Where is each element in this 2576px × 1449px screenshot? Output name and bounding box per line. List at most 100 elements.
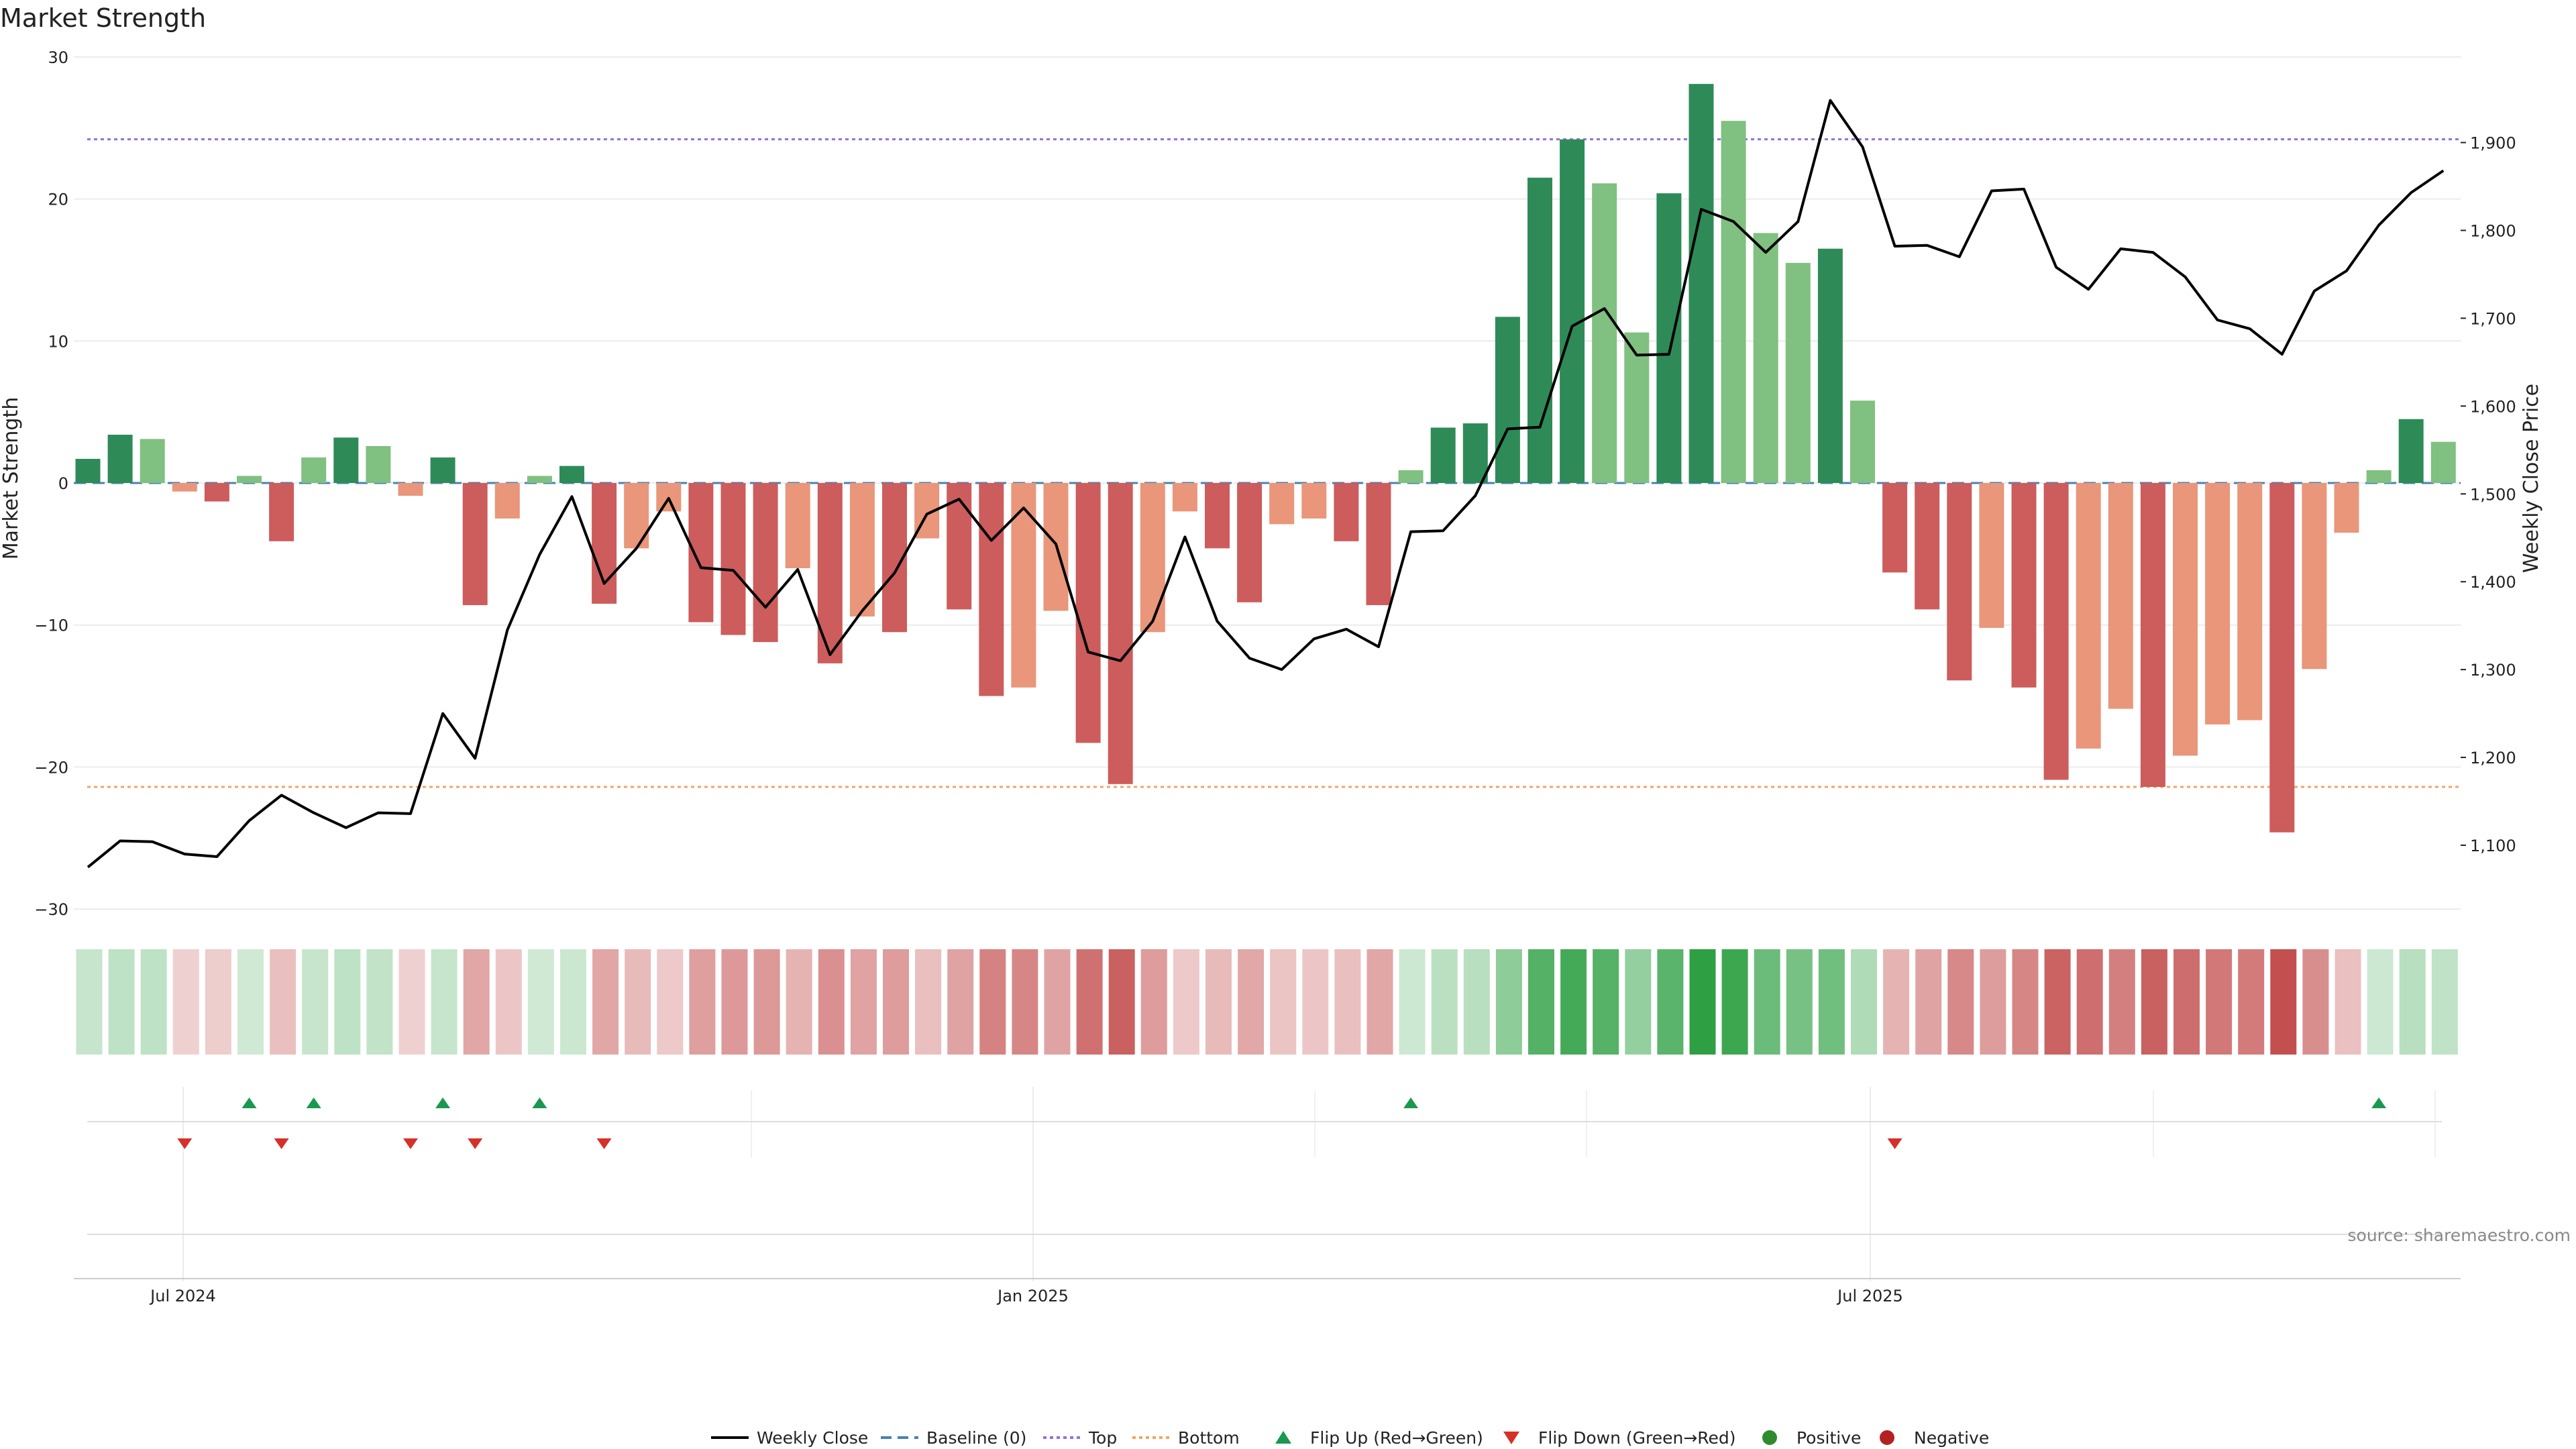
strength-bar: [979, 483, 1004, 696]
strength-bar: [1785, 262, 1811, 483]
strength-bar: [2398, 419, 2424, 483]
strip-cell: [657, 949, 684, 1055]
strength-bar: [2076, 483, 2101, 749]
strip-cell: [625, 949, 651, 1055]
strength-bar: [2366, 470, 2392, 483]
strip-cell: [1044, 949, 1071, 1055]
strength-bar: [1753, 233, 1778, 483]
strip-cell: [1140, 949, 1167, 1055]
strength-bar: [1430, 427, 1456, 483]
legend-swatch: [1762, 1430, 1777, 1445]
strength-bar: [1462, 423, 1488, 483]
strength-bar: [527, 476, 552, 483]
right-tick-label: 1,300: [2470, 661, 2516, 680]
strip-cell: [2206, 949, 2233, 1055]
strength-bar: [1947, 483, 1972, 681]
strip-cell: [431, 949, 458, 1055]
strip-cell: [237, 949, 264, 1055]
strip-cell: [560, 949, 586, 1055]
strength-bar: [75, 459, 101, 483]
strip-cell: [1399, 949, 1426, 1055]
strength-bar: [398, 483, 423, 496]
chart-title: Market Strength: [0, 3, 206, 33]
flip-markers: [87, 1097, 2442, 1235]
strength-bar: [494, 483, 520, 519]
strength-bar: [1882, 483, 1908, 573]
legend-label: Flip Up (Red→Green): [1310, 1428, 1483, 1448]
strength-bar: [269, 483, 294, 541]
strength-bar: [849, 483, 875, 616]
strength-bar: [301, 457, 327, 483]
right-tick-label: 1,800: [2470, 221, 2516, 240]
strength-bar: [624, 483, 649, 549]
strip-cell: [2238, 949, 2265, 1055]
strength-bar: [1075, 483, 1101, 743]
strip-cell: [2431, 949, 2458, 1055]
strip-cell: [1947, 949, 1974, 1055]
right-tick-label: 1,100: [2470, 837, 2516, 855]
strip-cell: [1270, 949, 1297, 1055]
strip-cell: [1238, 949, 1265, 1055]
strength-bar: [2237, 483, 2263, 720]
flip-down-marker: [468, 1138, 483, 1149]
strength-bar: [1398, 470, 1424, 483]
strip-cell: [1560, 949, 1587, 1055]
strength-bar: [2108, 483, 2133, 709]
strip-cell: [1431, 949, 1458, 1055]
strength-bar: [462, 483, 488, 606]
strength-bar: [1592, 183, 1617, 483]
strip-cell: [495, 949, 522, 1055]
strip-cell: [463, 949, 490, 1055]
strength-bar: [720, 483, 746, 635]
strength-bar: [1560, 139, 1585, 483]
left-tick-label: 0: [58, 474, 68, 493]
strength-bar: [2205, 483, 2231, 724]
strip-cell: [753, 949, 780, 1055]
strip-cell: [721, 949, 748, 1055]
strip-cell: [1593, 949, 1619, 1055]
flip-down-marker: [274, 1138, 289, 1149]
right-tick-label: 1,900: [2470, 134, 2516, 153]
left-tick-label: −20: [34, 758, 68, 777]
strip-cell: [2076, 949, 2103, 1055]
legend: Weekly Close Baseline (0) Top Bottom Flip Up…: [711, 1428, 1989, 1448]
strip-cell: [1173, 949, 1199, 1055]
strip-cell: [947, 949, 974, 1055]
strip-cell: [2399, 949, 2426, 1055]
strip-cell: [1721, 949, 1748, 1055]
strip-cell: [1302, 949, 1329, 1055]
strip-cell: [1689, 949, 1716, 1055]
left-tick-label: 10: [48, 332, 68, 351]
strength-bar: [1108, 483, 1133, 784]
left-tick-label: −10: [34, 616, 68, 635]
flip-down-marker: [596, 1138, 612, 1149]
strength-bar: [2269, 483, 2295, 833]
strip-cell: [818, 949, 845, 1055]
strength-bar: [1979, 483, 2004, 628]
strip-cell: [850, 949, 877, 1055]
strip-cell: [2270, 949, 2297, 1055]
legend-swatch: [1275, 1431, 1291, 1444]
strength-bar: [1656, 193, 1682, 483]
strength-bars: [75, 84, 2456, 833]
strip-cell: [334, 949, 361, 1055]
left-axis: 30 20 10 0 −10 −20 −30: [34, 48, 68, 919]
strength-bar: [1334, 483, 1359, 541]
right-tick-label: 1,500: [2470, 485, 2516, 504]
strip-cell: [1915, 949, 1942, 1055]
legend-swatch: [1503, 1432, 1519, 1444]
strip-cell: [1366, 949, 1393, 1055]
strength-bar: [1301, 483, 1327, 519]
strip-cell: [786, 949, 812, 1055]
strip-cell: [527, 949, 554, 1055]
x-axis: Jul 2024 Jan 2025 Jul 2025: [74, 1278, 2461, 1305]
strength-bar: [2011, 483, 2037, 688]
strength-bar: [2334, 483, 2359, 533]
strength-bar: [172, 483, 197, 492]
strip-cell: [2141, 949, 2167, 1055]
strip-cell: [172, 949, 199, 1055]
flip-up-marker: [241, 1097, 257, 1108]
strip-cell: [883, 949, 909, 1055]
left-tick-label: 20: [48, 191, 68, 209]
strip-cell: [1851, 949, 1877, 1055]
